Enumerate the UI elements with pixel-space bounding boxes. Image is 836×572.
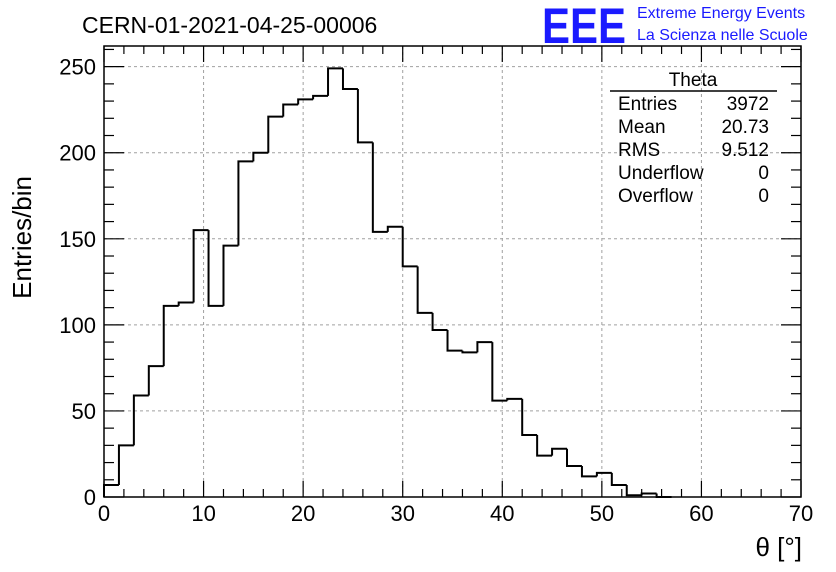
stats-label: Overflow <box>618 186 693 207</box>
stats-value: 0 <box>758 163 769 184</box>
histogram-bin <box>461 350 478 354</box>
histogram-bin <box>297 98 314 105</box>
histogram-bin <box>566 448 582 468</box>
histogram-bin <box>401 226 418 268</box>
tick-layer <box>103 46 802 498</box>
histogram-bin <box>237 160 254 246</box>
histogram-bin <box>327 67 343 96</box>
histogram-bin <box>177 301 194 306</box>
histogram-bin <box>446 330 463 352</box>
logo-line-2: La Scienza nelle Scuole <box>637 27 808 44</box>
histogram-bin <box>103 483 119 497</box>
y-tick-label: 250 <box>59 55 96 80</box>
histogram-bin <box>162 304 179 367</box>
y-tick-label: 200 <box>59 141 96 166</box>
histogram-bin <box>610 472 627 486</box>
histogram-bin <box>147 365 164 396</box>
stats-label: Entries <box>618 94 677 115</box>
x-tick-label: 60 <box>689 501 713 526</box>
x-tick-label: 70 <box>789 501 813 526</box>
stats-label: Underflow <box>618 163 704 184</box>
x-tick-label: 30 <box>390 501 414 526</box>
y-tick-label: 0 <box>84 485 96 510</box>
x-tick-label: 0 <box>98 501 110 526</box>
histogram-bin <box>580 466 597 478</box>
histogram-bin <box>312 94 329 100</box>
histogram-bin <box>431 312 448 332</box>
stats-label: RMS <box>618 140 660 161</box>
stats-value: 9.512 <box>721 140 769 161</box>
x-tick-label: 50 <box>590 501 614 526</box>
x-tick-labels: 0 10 20 30 40 50 60 70 <box>98 501 813 526</box>
histogram-bin <box>341 68 358 91</box>
histogram-bin <box>132 394 149 446</box>
x-tick-label: 20 <box>291 501 315 526</box>
histogram-bin <box>371 142 388 233</box>
histogram-bin <box>356 89 373 144</box>
histogram-bin <box>551 447 568 456</box>
stats-value: 20.73 <box>721 117 769 138</box>
chart-title: CERN-01-2021-04-25-00006 <box>82 12 377 38</box>
histogram-bin <box>491 342 508 402</box>
stats-title: Theta <box>669 70 718 91</box>
histogram-bin <box>252 151 269 162</box>
x-tick-label: 40 <box>490 501 514 526</box>
histogram-bin <box>476 341 493 353</box>
histogram-bin <box>282 103 299 117</box>
eee-logo: EEE <box>542 0 626 54</box>
logo-line-1: Extreme Energy Events <box>637 5 805 22</box>
y-tick-label: 50 <box>72 399 96 424</box>
histogram-bin <box>117 444 134 485</box>
y-tick-labels: 0 50 100 150 200 250 <box>59 55 96 510</box>
histogram-bin <box>222 244 239 306</box>
stats-value: 3972 <box>727 94 769 115</box>
histogram-bin <box>267 115 284 153</box>
histogram-layer <box>103 67 672 498</box>
histogram-bin <box>416 266 433 314</box>
histogram-bin <box>536 435 553 457</box>
x-tick-label: 10 <box>191 501 215 526</box>
stats-value: 0 <box>758 186 769 207</box>
histogram-bin <box>192 229 209 303</box>
x-axis-title: θ [°] <box>755 532 802 562</box>
histogram-bin <box>506 397 523 401</box>
histogram-bin <box>386 225 403 232</box>
histogram-bin <box>207 230 224 307</box>
stats-box: Theta Entries 3972 Mean 20.73 RMS 9.512 Underf… <box>610 70 777 207</box>
histogram-bin <box>521 398 538 437</box>
plot-frame <box>103 45 802 498</box>
histogram-bin <box>595 471 612 477</box>
stats-rows: Entries 3972 Mean 20.73 RMS 9.512 Underflow 0 Ov… <box>618 94 769 207</box>
y-tick-label: 100 <box>59 313 96 338</box>
grid-layer <box>104 46 801 497</box>
histogram-bin <box>625 484 642 497</box>
histogram-bin <box>640 492 657 496</box>
stats-label: Mean <box>618 117 666 138</box>
y-axis-title: Entries/bin <box>7 176 37 299</box>
y-tick-label: 150 <box>59 227 96 252</box>
